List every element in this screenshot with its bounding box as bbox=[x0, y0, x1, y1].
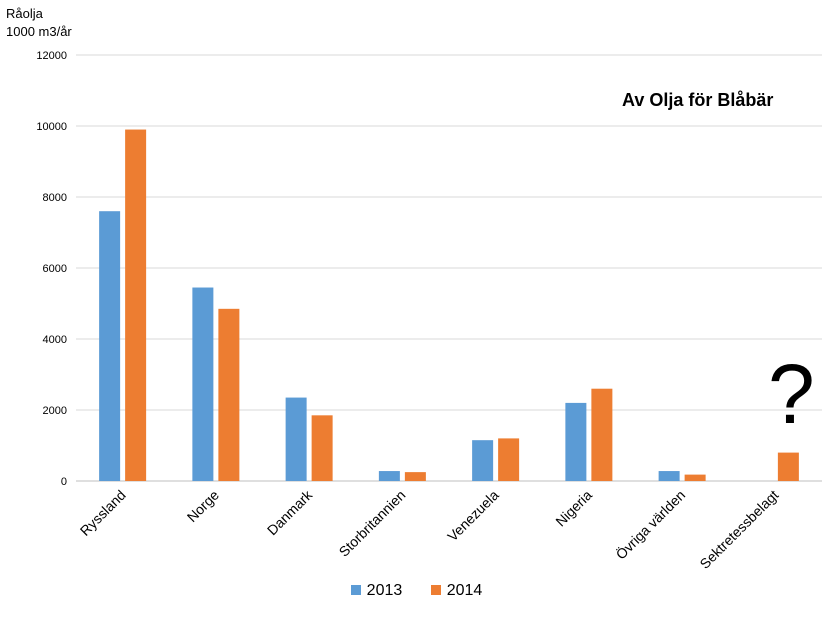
x-tick-label: Storbritannien bbox=[336, 487, 409, 560]
bar-2014-1 bbox=[218, 308, 240, 481]
bar-2013-0 bbox=[99, 211, 121, 481]
bar-2014-2 bbox=[311, 415, 333, 481]
bar-2013-2 bbox=[285, 397, 307, 481]
bar-2014-3 bbox=[404, 472, 426, 481]
legend-label-2014: 2014 bbox=[446, 582, 483, 599]
x-tick-label: Nigeria bbox=[552, 487, 595, 530]
y-axis-label-line-2: 1000 m3/år bbox=[6, 24, 72, 39]
bar-2013-4 bbox=[472, 440, 494, 481]
x-tick-label: Norge bbox=[184, 487, 222, 525]
y-tick-label: 4000 bbox=[43, 334, 67, 346]
bar-2013-5 bbox=[565, 402, 587, 481]
legend-label-2013: 2013 bbox=[366, 582, 403, 599]
x-tick-label: Venezuela bbox=[444, 487, 502, 545]
y-tick-label: 0 bbox=[61, 476, 67, 488]
chart-title: Av Olja för Blåbär bbox=[622, 90, 774, 110]
x-tick-label: Ryssland bbox=[77, 487, 129, 539]
legend-swatch-2014 bbox=[430, 585, 441, 595]
legend-swatch-2013 bbox=[350, 585, 361, 595]
bar-2014-6 bbox=[684, 474, 706, 481]
bar-2014-0 bbox=[125, 129, 147, 482]
y-tick-label: 10000 bbox=[36, 121, 67, 133]
legend-item-2013: 2013 bbox=[350, 582, 403, 600]
y-tick-label: 6000 bbox=[43, 263, 67, 275]
y-tick-label: 8000 bbox=[43, 192, 67, 204]
bar-2014-5 bbox=[591, 388, 613, 481]
y-tick-label: 2000 bbox=[43, 405, 67, 417]
bar-2013-6 bbox=[658, 471, 680, 481]
x-tick-label: Sektretessbelagt bbox=[696, 487, 781, 572]
x-tick-label: Danmark bbox=[264, 486, 316, 538]
y-tick-label: 12000 bbox=[36, 50, 67, 62]
legend-item-2014: 2014 bbox=[430, 582, 483, 600]
question-mark-annotation: ? bbox=[768, 347, 815, 441]
y-axis-label-line-1: Råolja bbox=[6, 6, 43, 21]
bar-2013-1 bbox=[192, 287, 214, 481]
bar-2013-3 bbox=[378, 471, 400, 481]
x-tick-label: Övriga världen bbox=[612, 486, 688, 562]
bar-2014-7 bbox=[777, 452, 799, 481]
bar-2014-4 bbox=[498, 438, 520, 481]
legend: 2013 2014 bbox=[0, 582, 833, 600]
